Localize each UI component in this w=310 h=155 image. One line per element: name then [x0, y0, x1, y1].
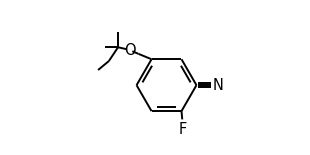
Text: O: O — [124, 42, 135, 58]
Text: F: F — [178, 122, 186, 137]
Text: N: N — [213, 78, 224, 93]
